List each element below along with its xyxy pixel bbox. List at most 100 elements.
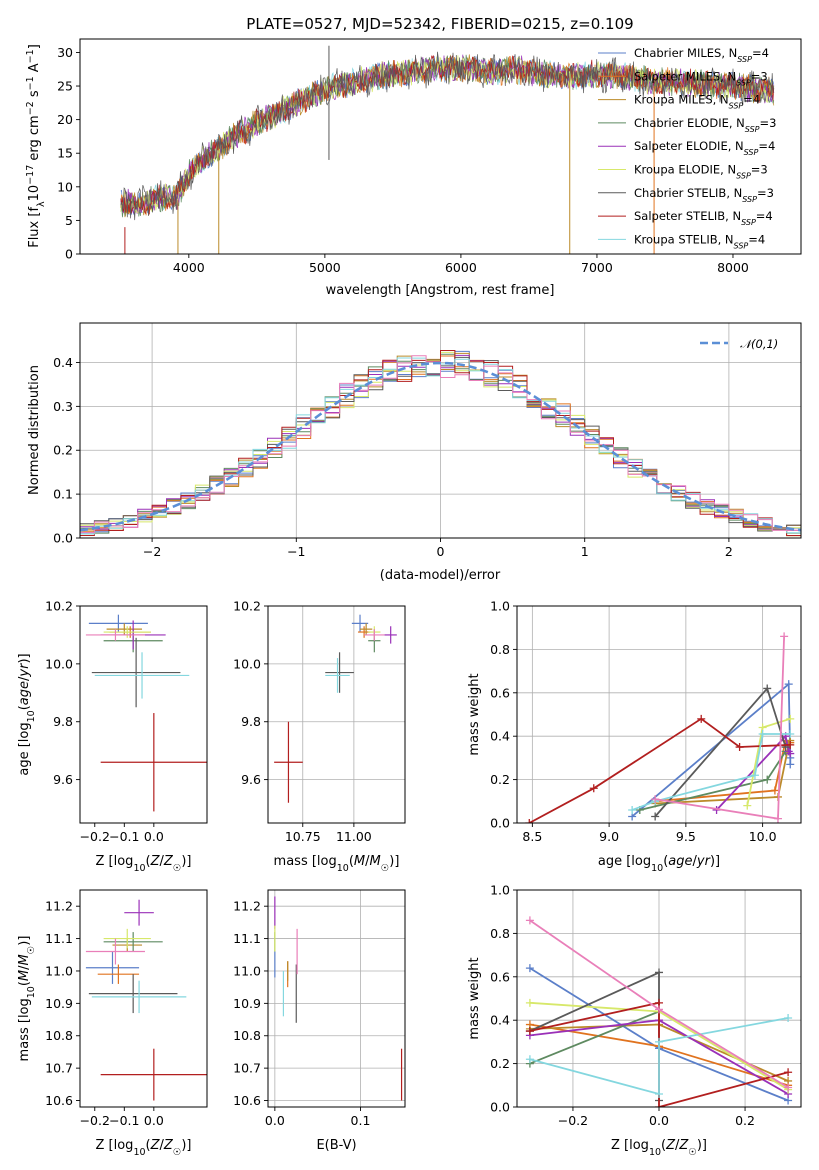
legend-entry: 𝒩(0,1) [740,337,778,351]
weight-series-line [715,734,792,811]
plot-area [85,614,207,812]
y-axis-label: age [log10(age/yr)] [17,653,37,775]
x-tick-label: 7000 [581,260,613,275]
legend-entry: Chabrier MILES, NSSP=4 [634,46,769,64]
weight-point-marker [763,775,772,784]
y-tick-label: 0.0 [490,1100,510,1115]
x-tick-label: 0.1 [351,1113,371,1128]
weight-point-marker [525,998,534,1007]
y-tick-label: 0 [65,247,73,262]
spectrum-panel: 4000 5000 6000 7000 8000 0 5 10 15 20 25 30 Chabrier… [25,38,802,298]
y-tick-label: 9.6 [241,772,261,787]
weight-series-line [529,1017,789,1096]
y-tick-label: 0.3 [53,399,73,414]
axes-frame [267,605,406,824]
y-tick-label: 11.2 [45,899,73,914]
y-axis-label: mass [log10(M/M☉)] [17,936,37,1062]
axes-frame [79,889,208,1108]
y-tick-label: 0.0 [53,531,73,546]
x-axis-label: Z [log10(Z/Z☉)] [96,854,192,874]
x-axis-label: Z [log10(Z/Z☉)] [96,1138,192,1158]
histogram-series [80,355,801,533]
y-tick-label: 20 [57,112,73,127]
axes-frame [79,322,802,539]
x-tick-label: 0.0 [144,829,164,844]
x-tick-label: −0.1 [109,829,139,844]
legend-entry: Kroupa STELIB, NSSP=4 [634,232,765,250]
residuals-panel: −2 −1 0 1 2 0.0 0.1 0.2 0.3 0.4 𝒩(0,1) (data-model)… [27,322,802,583]
y-axis-label: mass weight [467,673,482,755]
weight-point-marker [784,1068,793,1077]
y-tick-label: 10.6 [45,1093,73,1108]
weight-point-marker [697,714,706,723]
legend-entry: Kroupa MILES, NSSP=4 [634,93,760,111]
y-tick-label: 0.2 [53,443,73,458]
y-tick-label: 10.8 [45,1028,73,1043]
y-tick-label: 15 [57,146,73,161]
x-tick-label: 11.00 [336,829,372,844]
y-tick-label: 11.1 [233,931,261,946]
weight-point-marker [786,740,795,749]
plot-area [120,45,775,254]
plot-area [274,614,397,803]
weight-point-marker [525,1027,534,1036]
weight-point-marker [651,812,660,821]
legend-entry: Chabrier STELIB, NSSP=3 [634,186,774,204]
y-tick-label: 9.8 [53,714,73,729]
y-tick-label: 0.8 [490,926,510,941]
plot-area [85,899,207,1101]
x-axis-label: age [log10(age/yr)] [598,854,720,874]
y-tick-label: 5 [65,213,73,228]
mass-age-panel: 10.75 11.00 9.6 9.8 10.0 10.2 mass [log10(M/M☉… [233,599,406,874]
y-tick-label: 10.6 [233,1093,261,1108]
y-tick-label: 9.8 [241,714,261,729]
x-tick-label: 8.5 [522,829,542,844]
y-tick-label: 10.0 [233,656,261,671]
weight-point-marker [770,786,779,795]
y-tick-label: 10.9 [45,996,73,1011]
x-tick-label: 0.0 [649,1113,669,1128]
weight-point-marker [655,1037,663,1046]
weight-point-marker [525,1055,534,1064]
y-tick-label: 1.0 [490,883,510,898]
x-tick-label: 10.75 [285,829,321,844]
spectrum-series-line [120,51,775,221]
x-tick-label: 2 [725,544,733,559]
weight-point-marker [655,1103,663,1107]
y-tick-label: 10.2 [233,599,261,614]
y-tick-label: 0.4 [490,729,510,744]
y-tick-label: 10.8 [233,1028,261,1043]
y-tick-label: 0.1 [53,487,73,502]
x-tick-label: 0 [437,544,445,559]
weight-point-marker [525,819,534,823]
weight-point-marker [589,784,598,793]
legend-entry: Salpeter MILES, NSSP=3 [634,69,768,87]
weight-point-marker [773,814,782,823]
y-tick-label: 0.0 [490,816,510,831]
x-axis-label: (data-model)/error [380,568,501,583]
metallicity-age-panel: −0.2 −0.1 0.0 9.6 9.8 10.0 10.2 Z [log10(Z/Z☉)]… [17,599,208,874]
weight-series-line [528,717,791,823]
x-axis-label: E(B-V) [316,1138,356,1153]
axes-frame [516,605,802,824]
weight-point-marker [784,1014,793,1023]
axes-frame [267,889,406,1108]
y-tick-label: 10.7 [233,1061,261,1076]
x-tick-label: −2 [143,544,161,559]
weight-series-line [655,740,792,805]
y-tick-label: 10.7 [45,1061,73,1076]
weight-point-marker [763,684,772,693]
x-tick-label: 10.0 [749,829,777,844]
y-axis-label: mass weight [467,957,482,1039]
x-tick-label: 1 [581,544,589,559]
metallicity-mass-panel: −0.2 −0.1 0.0 10.6 10.7 10.8 10.9 11.0 11.1 11.2 Z… [17,889,208,1158]
x-tick-label: 4000 [173,260,205,275]
plot-area [80,350,801,537]
plot-area [274,896,403,1101]
y-tick-label: 25 [57,79,73,94]
weight-point-marker [758,730,767,739]
x-axis-label: mass [log10(M/M☉)] [274,854,400,874]
x-axis-label: Z [log10(Z/Z☉)] [611,1138,707,1158]
weight-point-marker [735,743,744,752]
x-tick-label: −0.2 [80,1113,110,1128]
